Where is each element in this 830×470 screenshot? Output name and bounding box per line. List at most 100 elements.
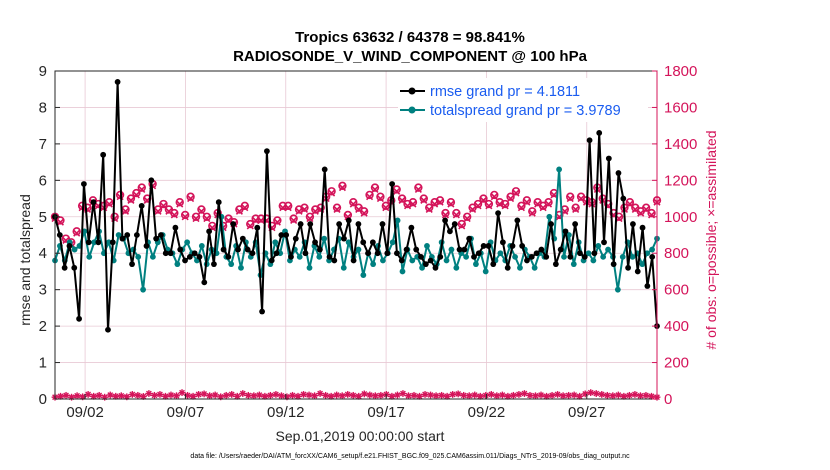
rejected-obs-marker [421,391,429,398]
assimilated-obs-marker [539,204,547,212]
assimilated-obs-stroke [382,204,390,212]
legend-rmse-marker [408,87,416,95]
rmse-point [90,199,97,206]
assimilated-obs-stroke [328,189,336,197]
assimilated-obs-marker [241,204,249,212]
rejected-obs-marker [316,390,324,397]
rmse-point [567,253,574,260]
possible-obs-marker [300,203,309,212]
y-right-tick-label: 1000 [664,209,697,226]
rejected-obs-marker [145,390,153,397]
rejected-obs-stroke [361,391,368,397]
totalspread-line [54,168,658,291]
y-right-tick-label: 1800 [664,63,697,80]
assimilated-obs-marker [414,185,422,194]
rejected-obs-stroke [460,392,467,399]
rmse-point [244,246,251,253]
assimilated-obs-marker [295,207,303,215]
assimilated-obs-stroke [73,229,81,237]
possible-obs-marker [159,199,168,209]
rejected-obs-marker [84,391,92,398]
assimilated-obs-marker [181,213,189,221]
assimilated-obs-stroke [523,198,531,206]
rmse-point [591,250,598,257]
rmse-point [129,261,135,268]
y-left-tick-label: 3 [39,282,47,299]
rmse-point [264,148,270,155]
rejected-obs-stroke [112,393,119,400]
assimilated-obs-stroke [127,196,135,204]
totalspread-point [198,243,205,249]
rejected-obs-marker [349,391,357,399]
assimilated-obs-stroke [165,207,173,215]
rejected-obs-stroke [212,392,219,398]
totalspread-point [135,253,142,260]
assimilated-obs-marker [376,194,384,203]
assimilated-obs-stroke [561,207,569,215]
totalspread-point [482,268,489,275]
totalspread-point [595,243,602,249]
assimilated-obs-stroke [360,209,368,217]
assimilated-obs-marker [528,209,536,217]
y-right-tick-label: 0 [664,391,672,408]
assimilated-obs-marker [403,202,412,210]
rejected-obs-stroke [306,392,312,398]
totalspread-point [419,264,425,271]
y-left-tick-label: 0 [39,391,47,408]
rejected-obs-stroke [250,392,257,399]
rejected-obs-stroke [394,392,401,398]
rejected-obs-marker [255,391,263,399]
possible-obs-marker [544,198,553,207]
rmse-point [466,235,473,242]
assimilated-obs-marker [642,205,650,214]
rmse-point [186,253,193,260]
rejected-obs-marker [642,391,650,399]
rejected-obs-stroke [74,392,80,399]
rejected-obs-marker [625,391,633,399]
assimilated-obs-stroke [452,211,460,219]
y-axis-right-label: # of obs: o=possible; ×=assimilated [703,130,719,349]
possible-obs-marker [441,208,450,218]
rmse-point [418,253,424,260]
assimilated-obs-stroke [441,211,450,219]
totalspread-point [238,264,244,271]
y-right-tick-label: 200 [664,355,689,372]
rejected-obs-stroke [477,393,484,400]
rejected-obs-stroke [499,392,506,398]
assimilated-obs-stroke [534,200,542,208]
possible-obs-marker [566,192,575,201]
assimilated-obs-stroke [170,211,178,219]
assimilated-obs-stroke [338,184,347,192]
totalspread-point [605,246,611,253]
rejected-obs-stroke [405,392,412,399]
assimilated-obs-marker [572,205,580,214]
rejected-obs-stroke [455,391,462,397]
possible-obs-marker [175,198,184,207]
assimilated-obs-stroke [469,205,477,214]
assimilated-obs-stroke [333,205,341,214]
rejected-obs-stroke [538,392,544,398]
rejected-obs-stroke [433,392,439,399]
rmse-point [331,257,338,264]
assimilated-obs-stroke [279,204,287,212]
assimilated-obs-marker [458,222,466,230]
rmse-point [552,261,559,268]
rmse-point [360,239,367,246]
rmse-point [61,264,68,271]
rejected-obs-stroke [543,393,550,400]
assimilated-obs-marker [56,218,64,226]
assimilated-obs-stroke [246,222,254,230]
y-axis-left-label: rmse and totalspread [17,194,33,326]
rejected-obs-marker [272,391,280,398]
assimilated-obs-stroke [311,207,319,215]
assimilated-obs-stroke [517,204,525,212]
rejected-obs-marker [510,391,517,399]
totalspread-point [316,253,323,260]
rmse-point [605,155,612,162]
assimilated-obs-stroke [290,216,298,224]
totalspread-point [321,235,328,242]
rmse-point [625,264,632,271]
rejected-obs-stroke [322,392,329,399]
rmse-point [504,264,511,271]
assimilated-obs-stroke [507,194,515,203]
